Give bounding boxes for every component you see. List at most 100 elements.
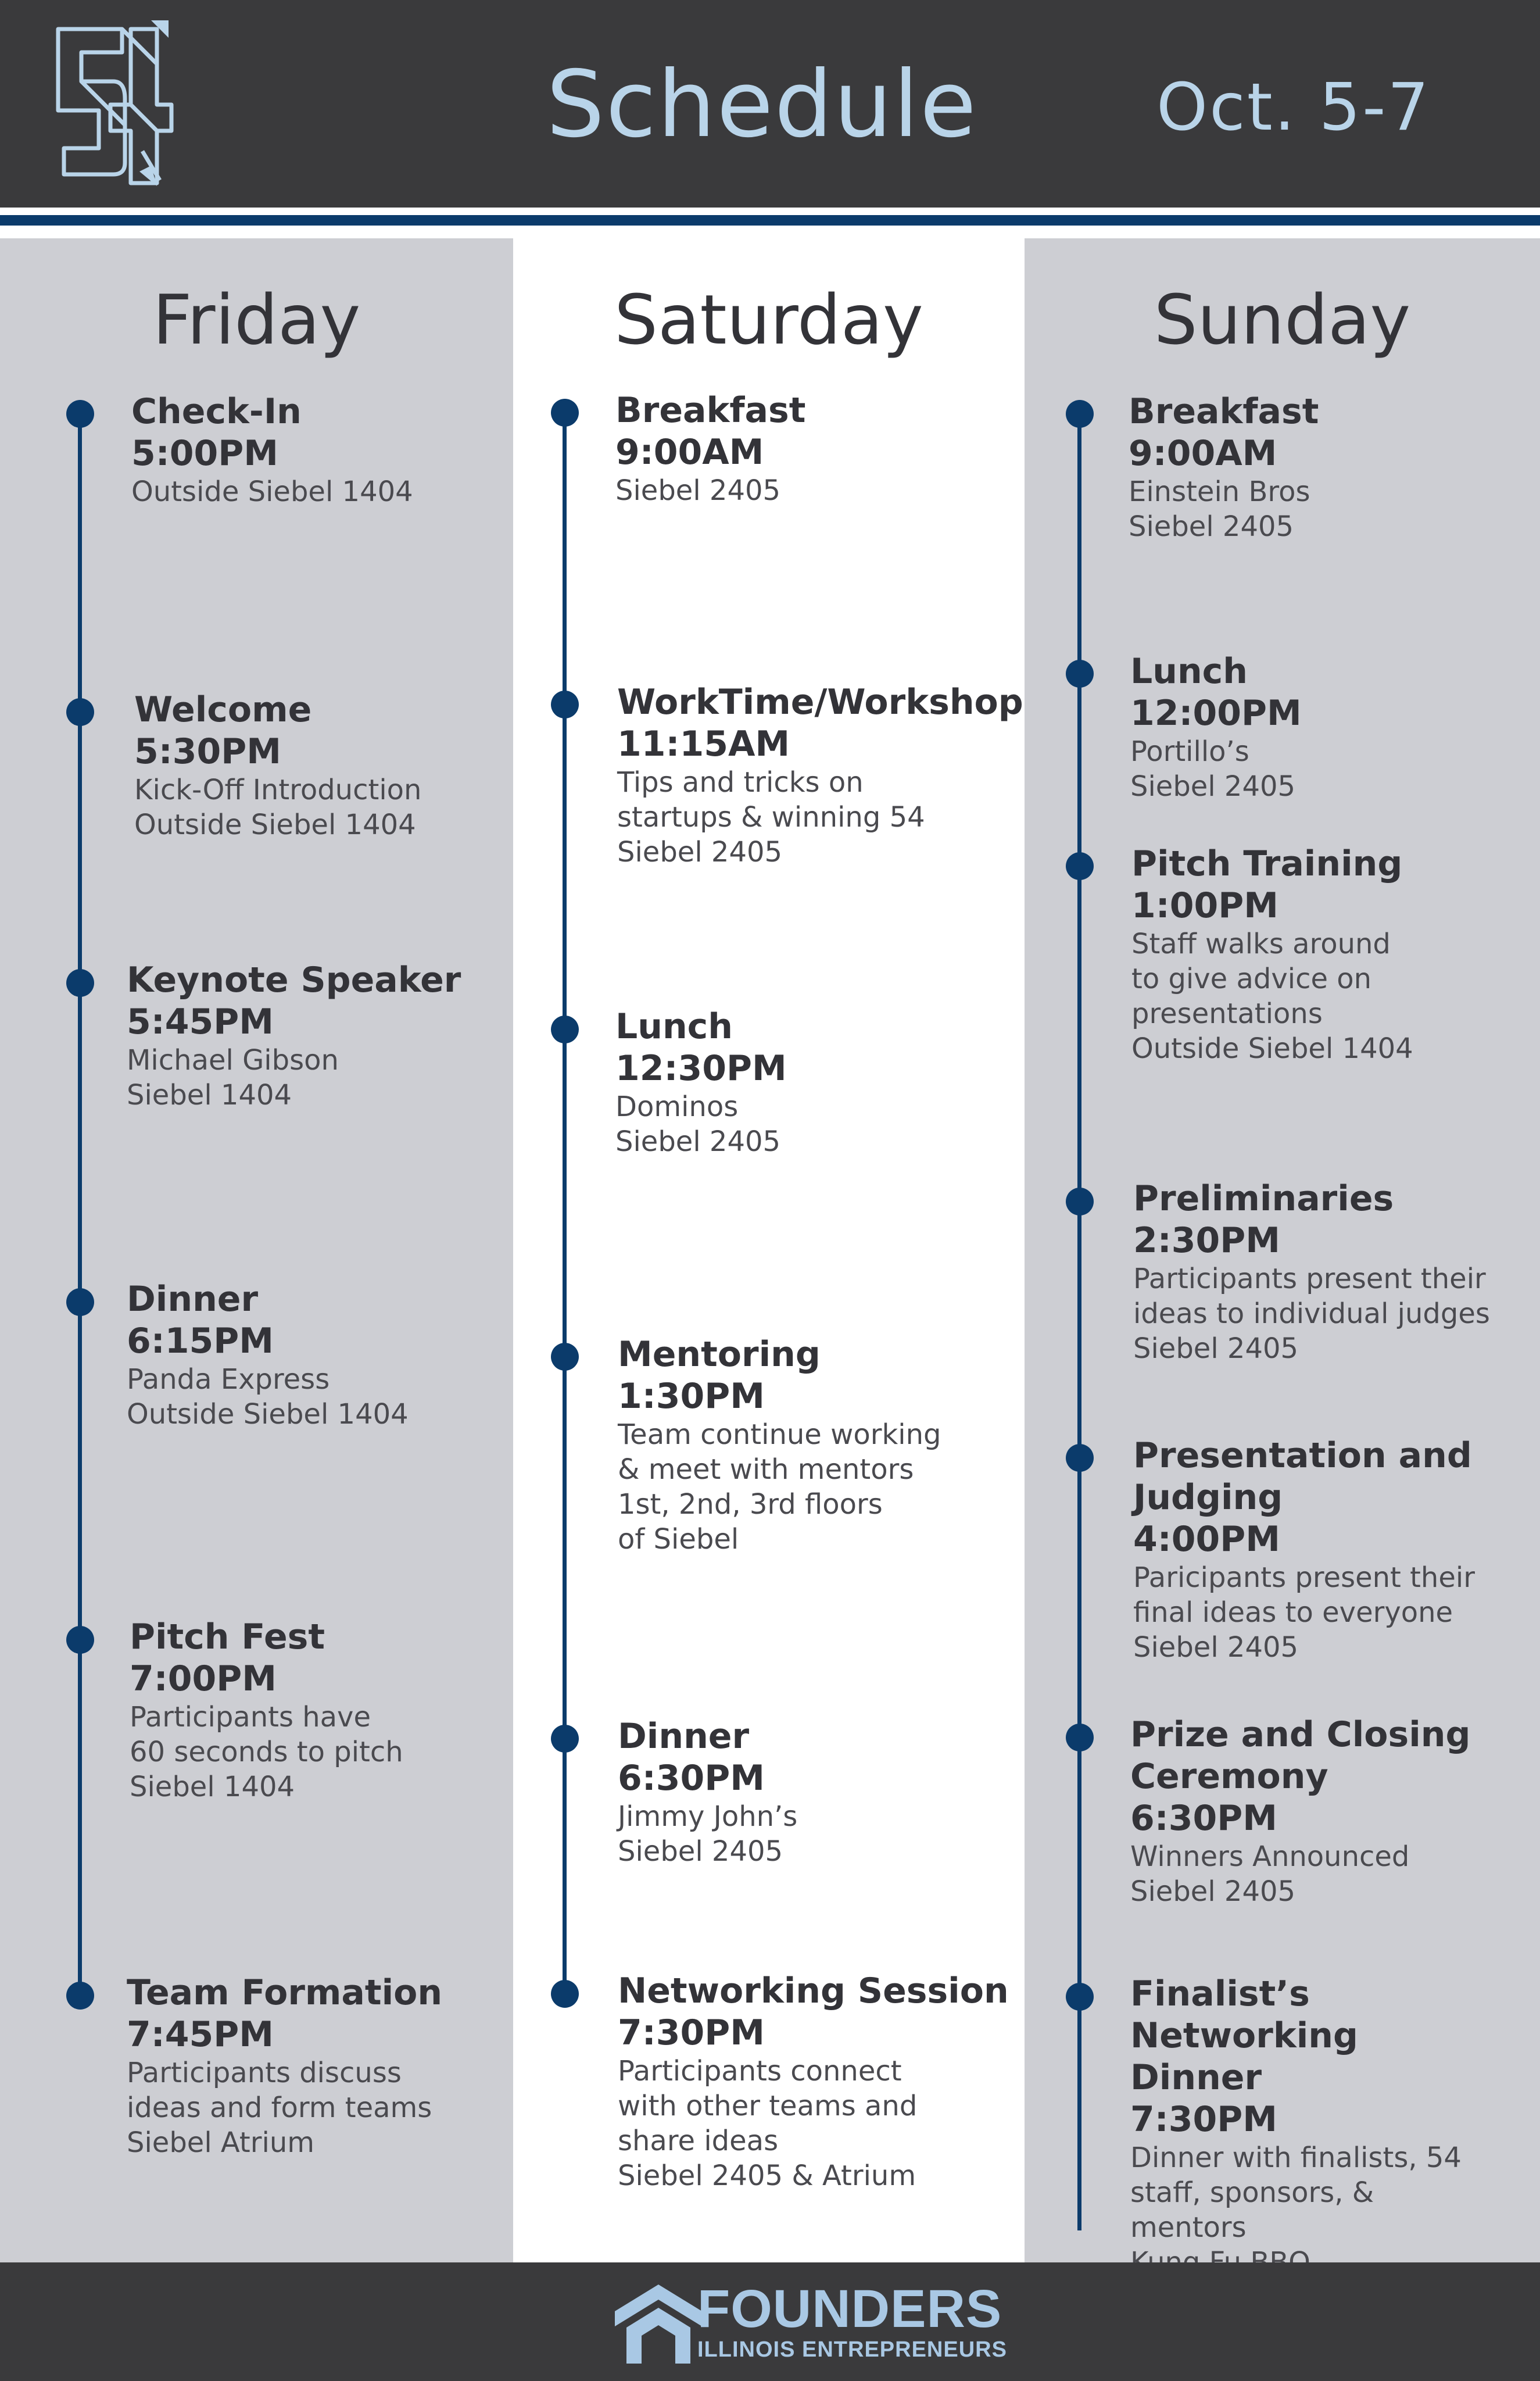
day-title: Saturday: [614, 280, 923, 360]
event-detail: ideas to individual judges: [1133, 1297, 1490, 1330]
event-time: 1:30PM: [618, 1376, 765, 1417]
event-detail: Portillo’s: [1130, 735, 1249, 768]
event-detail: staff, sponsors, & mentors: [1130, 2176, 1374, 2244]
event-name: Breakfast: [615, 390, 806, 431]
event-name: Finalist’s Networking Dinner: [1130, 1974, 1358, 2098]
event-time: 7:30PM: [618, 2012, 765, 2053]
divider-navy: [0, 215, 1540, 226]
event-time: 6:15PM: [127, 1321, 274, 1361]
event-time: 7:45PM: [127, 2014, 274, 2055]
event-detail: Kick-Off Introduction: [134, 774, 422, 806]
event-detail: share ideas: [618, 2125, 779, 2157]
schedule-event: Dinner 6:15PM Panda Express Outside Sieb…: [127, 1278, 568, 1432]
event-detail: Participants present their: [1133, 1263, 1486, 1295]
schedule-event: Check-In 5:00PM Outside Siebel 1404: [131, 391, 573, 509]
schedule-event: Team Formation 7:45PM Participants discu…: [127, 1972, 568, 2160]
timeline-dot: [551, 691, 579, 718]
event-time: 5:30PM: [134, 731, 281, 772]
event-time: 2:30PM: [1133, 1220, 1280, 1261]
event-name: Check-In: [131, 391, 302, 432]
event-time: 6:30PM: [618, 1758, 765, 1799]
footer: FOUNDERS ILLINOIS ENTREPRENEURS: [0, 2262, 1540, 2381]
event-detail: startups & winning 54: [617, 801, 925, 834]
schedule-event: Lunch 12:30PM Dominos Siebel 2405: [615, 1006, 1057, 1159]
event-detail: Participants have: [130, 1701, 371, 1733]
event-detail: Outside Siebel 1404: [127, 1398, 409, 1431]
event-name: Pitch Fest: [130, 1617, 325, 1657]
event-detail: Siebel 2405: [1130, 770, 1296, 803]
divider-top: [0, 208, 1540, 215]
event-detail: Outside Siebel 1404: [1131, 1032, 1413, 1065]
schedule-event: Welcome 5:30PM Kick-Off Introduction Out…: [134, 689, 576, 842]
event-detail: Siebel 1404: [130, 1771, 295, 1803]
event-time: 6:30PM: [1130, 1798, 1277, 1839]
timeline-dot: [1066, 1983, 1094, 2011]
schedule-event: Networking Session 7:30PM Participants c…: [618, 1970, 1059, 2193]
timeline-dot: [66, 1982, 94, 2010]
event-detail: Siebel Atrium: [127, 2126, 314, 2159]
schedule-event: WorkTime/Workshop 11:15AM Tips and trick…: [617, 681, 1059, 870]
event-time: 9:00AM: [615, 432, 764, 473]
event-detail: Siebel 1404: [127, 1079, 292, 1111]
event-detail: Participants connect: [618, 2055, 902, 2087]
event-detail: Panda Express: [127, 1363, 330, 1396]
event-detail: Siebel 2405: [617, 836, 783, 868]
event-detail: final ideas to everyone: [1133, 1596, 1453, 1629]
event-detail: Siebel 2405: [615, 474, 781, 507]
divider-bottom: [0, 226, 1540, 238]
timeline-dot: [1066, 1188, 1094, 1215]
founders-chevron-logo-icon: [615, 2285, 702, 2364]
event-name: Preliminaries: [1133, 1178, 1394, 1219]
event-name: Dinner: [127, 1279, 259, 1320]
event-detail: Outside Siebel 1404: [131, 476, 413, 508]
event-detail: Siebel 2405 & Atrium: [618, 2160, 916, 2192]
event-detail: 60 seconds to pitch: [130, 1736, 403, 1768]
timeline-line: [1077, 413, 1081, 2230]
schedule-event: Lunch 12:00PM Portillo’s Siebel 2405: [1130, 650, 1540, 804]
event-detail: Siebel 2405: [1130, 1875, 1296, 1908]
event-dates: Oct. 5-7: [1156, 70, 1431, 145]
event-time: 9:00AM: [1129, 433, 1277, 474]
event-detail: Siebel 2405: [1133, 1631, 1299, 1664]
timeline-dot: [66, 969, 94, 997]
event-detail: Participants discuss: [127, 2057, 402, 2089]
day-title: Friday: [152, 280, 361, 360]
event-detail: Jimmy John’s: [618, 1800, 798, 1833]
timeline-dot: [551, 1016, 579, 1043]
schedule-event: Mentoring 1:30PM Team continue working &…: [618, 1333, 1059, 1557]
timeline-dot: [551, 1343, 579, 1371]
timeline-dot: [1066, 1724, 1094, 1751]
event-detail: Winners Announced: [1130, 1840, 1410, 1873]
event-name: WorkTime/Workshop: [617, 682, 1023, 723]
event-name: Dinner: [618, 1716, 750, 1757]
timeline-dot: [66, 400, 94, 428]
timeline-dot: [551, 1980, 579, 2008]
event-time: 5:45PM: [127, 1002, 274, 1042]
event-detail: Team continue working: [618, 1418, 941, 1451]
event-detail: 1st, 2nd, 3rd floors: [618, 1488, 883, 1521]
day-column-saturday: Saturday Breakfast 9:00AM Siebel 2405 Wo…: [513, 238, 1025, 2262]
event-detail: & meet with mentors: [618, 1453, 914, 1486]
event-detail: Einstein Bros: [1129, 476, 1310, 508]
event-name: Networking Session: [618, 1971, 1009, 2011]
schedule-event: Preliminaries 2:30PM Participants presen…: [1133, 1178, 1540, 1366]
timeline-dot: [1066, 660, 1094, 688]
page-title: Schedule: [546, 51, 978, 158]
event-detail: Outside Siebel 1404: [134, 809, 416, 841]
event-time: 12:30PM: [615, 1048, 787, 1089]
timeline-dot: [66, 1626, 94, 1654]
event-time: 4:00PM: [1133, 1519, 1280, 1560]
event-name: Keynote Speaker: [127, 960, 461, 1000]
event-detail: of Siebel: [618, 1523, 739, 1556]
event-detail: Michael Gibson: [127, 1044, 339, 1077]
event-name: Team Formation: [127, 1972, 443, 2013]
footer-title: FOUNDERS: [697, 2279, 1002, 2339]
timeline-dot: [66, 698, 94, 726]
schedule-event: Pitch Training 1:00PM Staff walks around…: [1131, 843, 1540, 1066]
event-detail: Siebel 2405: [615, 1125, 781, 1158]
event-name: Lunch: [1130, 651, 1248, 692]
schedule-event: Keynote Speaker 5:45PM Michael Gibson Si…: [127, 959, 568, 1113]
schedule-event: Pitch Fest 7:00PM Participants have 60 s…: [130, 1616, 571, 1804]
event-name: Prize and Closing Ceremony: [1130, 1714, 1471, 1797]
event-detail: Paricipants present their: [1133, 1561, 1475, 1594]
